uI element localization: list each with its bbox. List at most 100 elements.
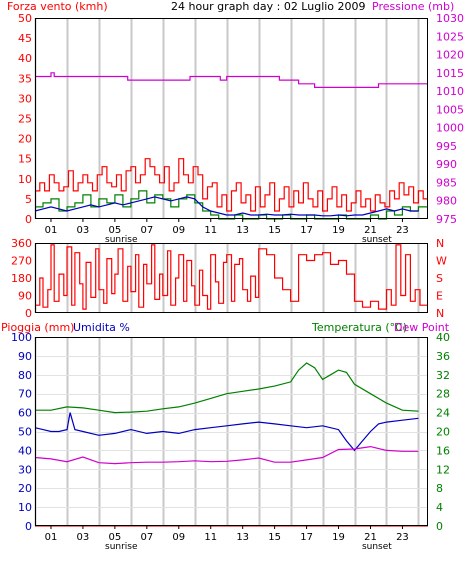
hour-label: 13 — [236, 225, 249, 236]
wind-pressure-panel: 0510152025303540455097598098599099510001… — [18, 12, 464, 245]
humidity-title: Umidita % — [73, 321, 130, 334]
left-tick-label: 270 — [11, 255, 32, 268]
hour-label: 17 — [300, 532, 313, 543]
left-tick-label: 50 — [18, 426, 32, 439]
left-tick-label: 90 — [18, 350, 32, 363]
right-tick-label: 1010 — [436, 85, 464, 98]
left-tick-label: 60 — [18, 407, 32, 420]
left-tick-label: 180 — [11, 272, 32, 285]
series-vento-media-mobile--line — [34, 196, 419, 217]
right-tick-label: N — [436, 237, 444, 250]
series-raffica-line — [35, 158, 428, 212]
left-tick-label: 30 — [18, 463, 32, 476]
right-tick-label: N — [436, 307, 444, 320]
plot-frame — [35, 337, 428, 526]
sunrise-label: sunrise — [105, 542, 138, 552]
left-tick-label: 20 — [18, 482, 32, 495]
right-tick-label: 1015 — [436, 67, 464, 80]
hour-label: 09 — [172, 532, 185, 543]
hour-label: 15 — [268, 532, 281, 543]
right-tick-label: 975 — [436, 213, 457, 226]
left-tick-label: 360 — [11, 237, 32, 250]
hour-label: 11 — [204, 532, 217, 543]
right-tick-label: 24 — [436, 407, 450, 420]
sunset-label: sunset — [362, 542, 392, 552]
hour-label: 23 — [396, 225, 409, 236]
series-direzione-line — [35, 244, 428, 310]
right-tick-label: S — [436, 272, 443, 285]
left-tick-label: 10 — [18, 173, 32, 186]
hour-label: 19 — [332, 532, 345, 543]
right-tick-label: 985 — [436, 176, 457, 189]
left-tick-label: 5 — [25, 193, 32, 206]
hour-label: 07 — [140, 532, 153, 543]
right-tick-label: 36 — [436, 350, 450, 363]
right-tick-label: W — [436, 255, 447, 268]
left-tick-label: 15 — [18, 153, 32, 166]
hour-label: 23 — [396, 532, 409, 543]
left-tick-label: 45 — [18, 32, 32, 45]
right-tick-label: 28 — [436, 388, 450, 401]
hour-label: 11 — [204, 225, 217, 236]
right-tick-label: 12 — [436, 463, 450, 476]
left-tick-label: 10 — [18, 501, 32, 514]
hour-label: 09 — [172, 225, 185, 236]
left-tick-label: 35 — [18, 72, 32, 85]
right-tick-label: 980 — [436, 195, 457, 208]
right-tick-label: 8 — [436, 482, 443, 495]
right-tick-label: 4 — [436, 501, 443, 514]
dew-point-title: Dew Point — [394, 321, 450, 334]
left-tick-label: 0 — [25, 213, 32, 226]
right-tick-label: E — [436, 290, 443, 303]
hour-label: 17 — [300, 225, 313, 236]
pressure-title: Pressione (mb) — [372, 0, 454, 13]
left-tick-label: 70 — [18, 388, 32, 401]
left-tick-label: 40 — [18, 444, 32, 457]
left-tick-label: 100 — [11, 331, 32, 344]
right-tick-label: 995 — [436, 140, 457, 153]
right-tick-label: 20 — [436, 426, 450, 439]
hour-label: 05 — [109, 532, 122, 543]
hour-label: 19 — [332, 225, 345, 236]
right-tick-label: 16 — [436, 444, 450, 457]
series-temperatura-line — [35, 362, 419, 414]
right-tick-label: 1030 — [436, 12, 464, 25]
left-tick-label: 0 — [25, 520, 32, 533]
plot-frame — [35, 18, 428, 219]
hour-label: 05 — [109, 225, 122, 236]
wind-speed-title: Forza vento (kmh) — [7, 0, 108, 13]
humidity-temperature-panel: 0102030405060708090100048121620242832364… — [11, 331, 450, 552]
chart-title: 24 hour graph day : 02 Luglio 2009 — [171, 0, 366, 13]
left-tick-label: 50 — [18, 12, 32, 25]
left-tick-label: 25 — [18, 113, 32, 126]
right-tick-label: 0 — [436, 520, 443, 533]
right-tick-label: 1005 — [436, 103, 464, 116]
series-pressione-line — [35, 72, 428, 88]
left-tick-label: 30 — [18, 92, 32, 105]
hour-label: 03 — [77, 225, 90, 236]
hour-label: 01 — [45, 225, 58, 236]
left-tick-label: 40 — [18, 52, 32, 65]
series-umidita-line — [34, 412, 419, 452]
left-tick-label: 0 — [25, 307, 32, 320]
right-tick-label: 1000 — [436, 122, 464, 135]
left-tick-label: 20 — [18, 133, 32, 146]
right-tick-label: 32 — [436, 369, 450, 382]
hour-label: 01 — [45, 532, 58, 543]
sunset-label: sunset — [362, 235, 392, 245]
right-tick-label: 1020 — [436, 49, 464, 62]
hour-label: 03 — [77, 532, 90, 543]
temperature-title: Temperatura (°C) — [311, 321, 407, 334]
right-tick-label: 40 — [436, 331, 450, 344]
sunrise-label: sunrise — [105, 235, 138, 245]
hour-label: 21 — [364, 532, 377, 543]
right-tick-label: 1025 — [436, 30, 464, 43]
hour-label: 15 — [268, 225, 281, 236]
plot-frame — [35, 243, 428, 313]
hour-label: 07 — [140, 225, 153, 236]
rain-title: Pioggia (mm) — [1, 321, 74, 334]
hour-label: 21 — [364, 225, 377, 236]
